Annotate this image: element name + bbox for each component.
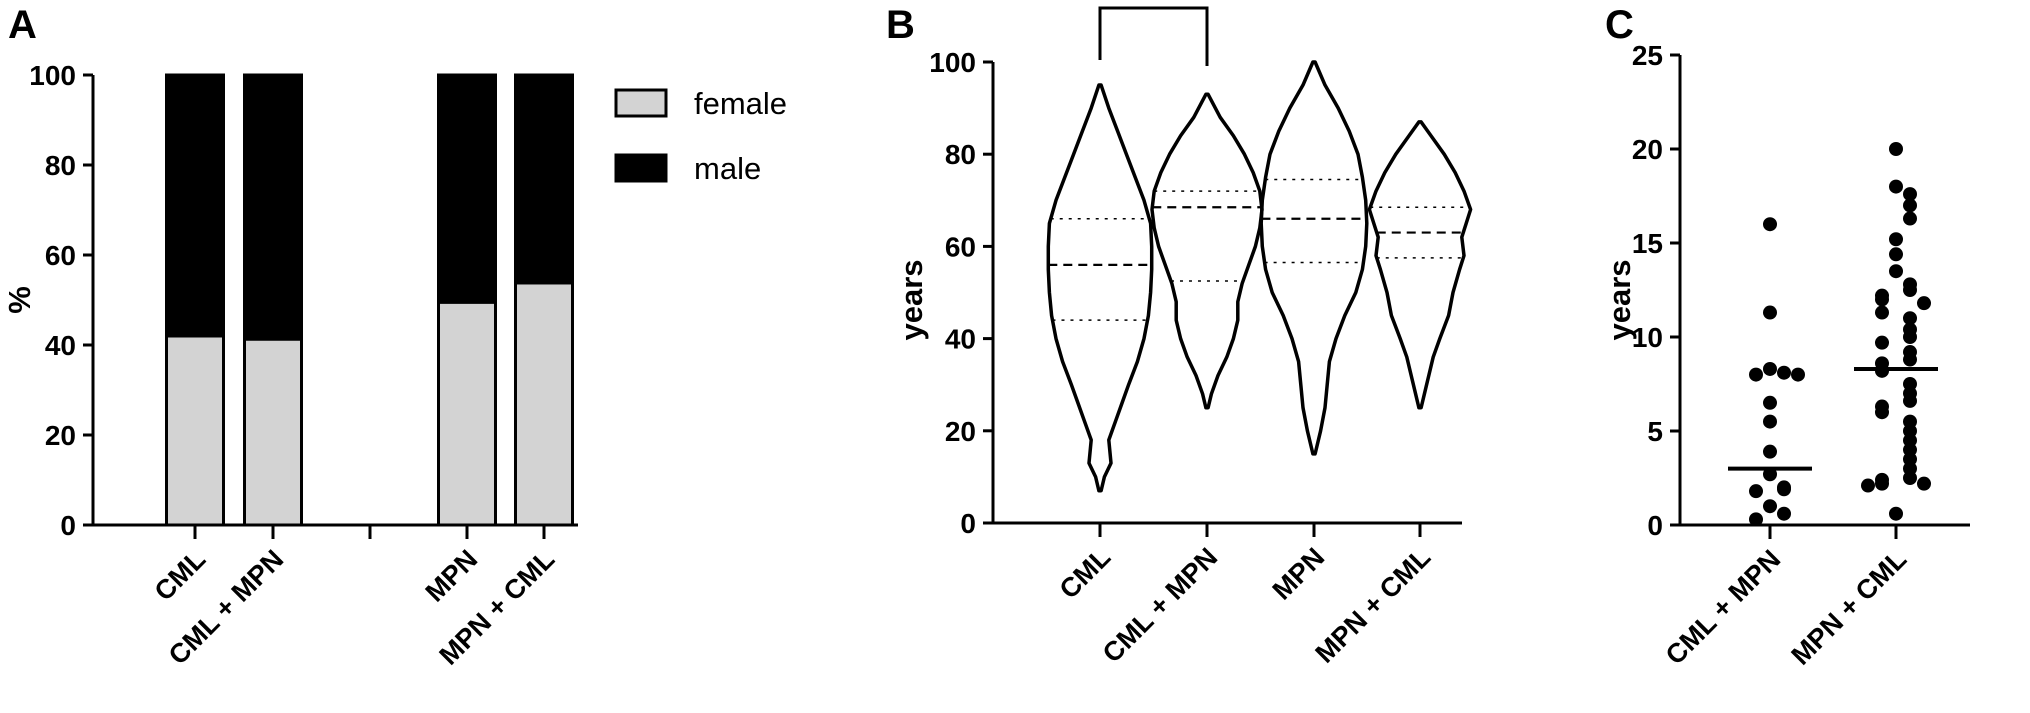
scatter-point bbox=[1791, 367, 1805, 382]
y-tick-label: 5 bbox=[1647, 416, 1663, 447]
scatter-point bbox=[1777, 482, 1791, 497]
y-tick-label: 100 bbox=[929, 47, 976, 78]
x-category-label: CML + MPN bbox=[1660, 544, 1786, 670]
significance-bracket bbox=[1098, 6, 1209, 66]
bar-male bbox=[165, 73, 225, 338]
y-tick-label: 20 bbox=[45, 420, 76, 451]
y-tick-label: 10 bbox=[1632, 322, 1663, 353]
bar-female bbox=[514, 281, 574, 527]
scatter-point bbox=[1763, 395, 1777, 410]
scatter-point bbox=[1917, 296, 1931, 311]
bar-male bbox=[514, 73, 574, 285]
scatter-point bbox=[1903, 187, 1917, 202]
y-tick-label: 0 bbox=[960, 508, 976, 539]
y-tick-label: 0 bbox=[60, 510, 76, 541]
x-category-label: MPN bbox=[1267, 542, 1331, 606]
y-tick-label: 20 bbox=[1632, 134, 1663, 165]
scatter-point bbox=[1763, 444, 1777, 459]
scatter-point bbox=[1903, 352, 1917, 367]
scatter-point bbox=[1889, 232, 1903, 247]
y-tick-label: 15 bbox=[1632, 228, 1663, 259]
y-tick-label: 0 bbox=[1647, 510, 1663, 541]
scatter-point bbox=[1903, 330, 1917, 344]
scatter-point bbox=[1763, 467, 1777, 482]
bar-male bbox=[243, 73, 303, 341]
violin-outline bbox=[1259, 60, 1369, 456]
x-category-label: MPN bbox=[420, 544, 484, 608]
scatter-point bbox=[1889, 506, 1903, 521]
y-axis-title: years bbox=[1602, 259, 1637, 340]
scatter-point bbox=[1763, 305, 1777, 320]
legend-swatch-female bbox=[614, 88, 668, 118]
legend-label-female: female bbox=[694, 86, 787, 121]
scatter-point bbox=[1749, 484, 1763, 499]
scatter-point bbox=[1903, 471, 1917, 485]
scatter-point bbox=[1903, 211, 1917, 226]
scatter-point bbox=[1903, 311, 1917, 326]
panel-a-letter: A bbox=[8, 3, 37, 47]
scatter-point bbox=[1777, 506, 1791, 521]
scatter-point bbox=[1861, 478, 1875, 493]
scatter-point bbox=[1763, 217, 1777, 232]
scatter-point bbox=[1777, 365, 1791, 380]
violin-outline bbox=[1150, 92, 1264, 410]
y-tick-label: 80 bbox=[945, 139, 976, 170]
violin-outline bbox=[1046, 83, 1154, 493]
legend-swatch-male bbox=[614, 153, 668, 183]
y-tick-label: 60 bbox=[45, 240, 76, 271]
y-tick-label: 60 bbox=[945, 231, 976, 262]
scatter-point bbox=[1903, 198, 1917, 213]
bar-female bbox=[437, 300, 497, 527]
bar-female bbox=[243, 337, 303, 527]
scatter-point bbox=[1749, 367, 1763, 382]
panel-c-scatter-chart: C 0 5 10 15 20 25 CML + MPN MPN + CML years bbox=[1602, 3, 1970, 671]
scatter-point bbox=[1875, 405, 1889, 420]
scatter-point bbox=[1889, 264, 1903, 279]
x-category-label: CML bbox=[149, 544, 212, 607]
scatter-point bbox=[1875, 335, 1889, 350]
scatter-point bbox=[1889, 142, 1903, 156]
scatter-point bbox=[1875, 292, 1889, 307]
scatter-point bbox=[1875, 476, 1889, 491]
y-tick-label: 40 bbox=[945, 324, 976, 355]
scatter-point bbox=[1875, 305, 1889, 320]
y-tick-label: 20 bbox=[945, 416, 976, 447]
scatter-point bbox=[1903, 283, 1917, 297]
panel-b-letter: B bbox=[886, 3, 915, 47]
scatter-point bbox=[1889, 247, 1903, 262]
violin-outline bbox=[1367, 120, 1473, 410]
bar-male bbox=[437, 73, 497, 304]
scatter-point bbox=[1917, 476, 1931, 491]
legend-label-male: male bbox=[694, 151, 761, 186]
x-category-label: MPN + CML bbox=[1309, 542, 1436, 669]
scatter-point bbox=[1763, 361, 1777, 376]
y-axis-title: years bbox=[894, 259, 929, 340]
bar-female bbox=[165, 334, 225, 527]
scatter-point bbox=[1903, 393, 1917, 408]
y-tick-label: 100 bbox=[29, 60, 76, 91]
scatter-point bbox=[1763, 414, 1777, 429]
scatter-point bbox=[1889, 179, 1903, 194]
x-category-label: CML + MPN bbox=[1097, 542, 1223, 668]
x-category-label: MPN + CML bbox=[1785, 544, 1912, 671]
scatter-point bbox=[1763, 499, 1777, 514]
y-tick-label: 80 bbox=[45, 150, 76, 181]
x-category-label: CML bbox=[1054, 542, 1117, 605]
panel-c-letter: C bbox=[1605, 3, 1634, 47]
y-axis-title: % bbox=[2, 286, 37, 314]
y-tick-label: 40 bbox=[45, 330, 76, 361]
y-tick-label: 25 bbox=[1632, 40, 1663, 71]
scatter-point bbox=[1749, 512, 1763, 527]
